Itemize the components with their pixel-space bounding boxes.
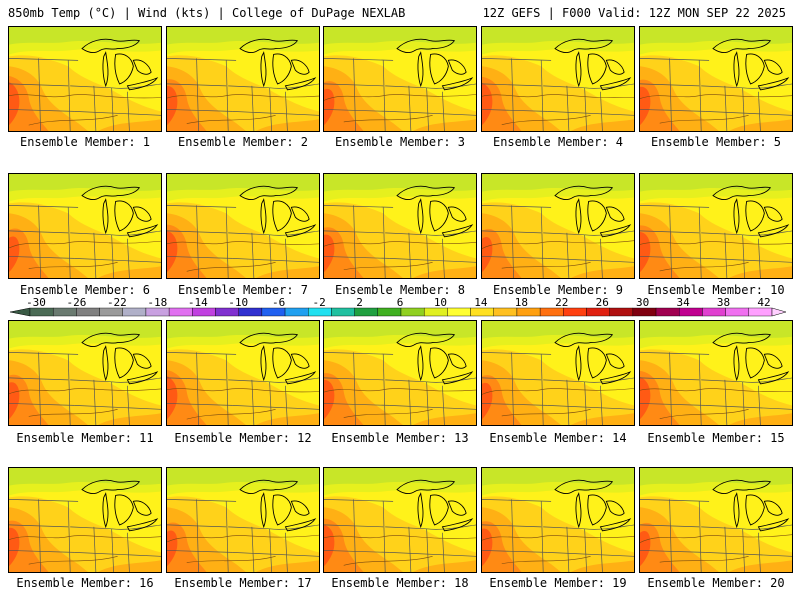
colorbar-tick-label: 22 <box>555 296 569 309</box>
colorbar-swatch <box>470 307 494 317</box>
colorbar-swatch <box>308 307 332 317</box>
member-caption-2: Ensemble Member: 2 <box>177 135 309 149</box>
member-caption-6: Ensemble Member: 6 <box>19 283 151 297</box>
colorbar-tick-label: -6 <box>272 296 286 309</box>
colorbar-swatch <box>609 307 634 317</box>
member-map-16 <box>8 467 162 573</box>
member-caption-12: Ensemble Member: 12 <box>174 431 312 445</box>
member-caption-9: Ensemble Member: 9 <box>492 283 624 297</box>
member-caption-16: Ensemble Member: 16 <box>16 576 154 590</box>
colorbar-swatch <box>586 307 610 317</box>
colorbar-swatch <box>377 307 402 317</box>
colorbar-tick-label: 26 <box>595 296 609 309</box>
colorbar-swatch <box>29 307 54 317</box>
member-map-15 <box>639 320 793 426</box>
member-caption-7: Ensemble Member: 7 <box>177 283 309 297</box>
colorbar-swatch <box>563 307 587 317</box>
member-caption-13: Ensemble Member: 13 <box>331 431 469 445</box>
member-caption-18: Ensemble Member: 18 <box>331 576 469 590</box>
colorbar-tick-label: -10 <box>228 296 249 309</box>
colorbar-swatch <box>539 307 564 317</box>
colorbar-svg <box>9 307 787 317</box>
colorbar-swatch <box>725 307 750 317</box>
colorbar-swatch <box>702 307 726 317</box>
colorbar-swatch <box>516 307 541 317</box>
colorbar-swatch <box>261 307 286 317</box>
member-map-3 <box>323 26 477 132</box>
colorbar-tick-label: 34 <box>676 296 690 309</box>
member-caption-19: Ensemble Member: 19 <box>489 576 627 590</box>
colorbar-tick-label: 42 <box>757 296 771 309</box>
member-map-13 <box>323 320 477 426</box>
colorbar-tick-label: 14 <box>474 296 488 309</box>
member-caption-15: Ensemble Member: 15 <box>647 431 785 445</box>
member-map-7 <box>166 173 320 279</box>
colorbar-tick-label: -30 <box>26 296 46 309</box>
member-map-18 <box>323 467 477 573</box>
member-map-14 <box>481 320 635 426</box>
member-map-5 <box>639 26 793 132</box>
member-caption-3: Ensemble Member: 3 <box>334 135 466 149</box>
member-caption-10: Ensemble Member: 10 <box>647 283 785 297</box>
member-map-1 <box>8 26 162 132</box>
colorbar-right-arrow <box>771 307 787 317</box>
colorbar-swatch <box>52 307 77 317</box>
colorbar-tick-label: 10 <box>433 296 448 309</box>
member-caption-20: Ensemble Member: 20 <box>647 576 785 590</box>
member-caption-8: Ensemble Member: 8 <box>334 283 466 297</box>
colorbar-tick-label: 2 <box>356 296 363 309</box>
member-caption-14: Ensemble Member: 14 <box>489 431 627 445</box>
colorbar-tick-label: -26 <box>66 296 87 309</box>
member-caption-11: Ensemble Member: 11 <box>16 431 154 445</box>
colorbar-swatch <box>679 307 703 317</box>
colorbar-swatch <box>99 307 123 317</box>
colorbar-swatch <box>215 307 239 317</box>
member-map-4 <box>481 26 635 132</box>
colorbar-swatch <box>192 307 216 317</box>
colorbar-tick-label: -18 <box>147 296 168 309</box>
colorbar-swatch <box>145 307 170 317</box>
header-left: 850mb Temp (°C) | Wind (kts) | College o… <box>8 6 406 20</box>
temperature-colorbar: -30 -26 -22 -18 -14 -10 -6 -2 2 6 10 14 18 22 26 30 34 38… <box>8 296 788 318</box>
colorbar-left-arrow <box>9 307 31 317</box>
colorbar-swatch <box>331 307 355 317</box>
member-map-19 <box>481 467 635 573</box>
colorbar-swatch <box>76 307 100 317</box>
colorbar-swatch <box>168 307 193 317</box>
member-caption-4: Ensemble Member: 4 <box>492 135 624 149</box>
colorbar-swatch <box>748 307 773 317</box>
colorbar-swatch <box>122 307 147 317</box>
colorbar-tick-label: 6 <box>396 296 404 309</box>
colorbar-tick-label: -22 <box>106 296 127 309</box>
colorbar-tick-label: 30 <box>636 296 650 309</box>
colorbar-swatch <box>447 307 471 317</box>
member-map-17 <box>166 467 320 573</box>
colorbar-swatch <box>354 307 379 317</box>
colorbar-tick-label: -14 <box>187 296 208 309</box>
member-caption-17: Ensemble Member: 17 <box>174 576 312 590</box>
colorbar-swatch <box>655 307 680 317</box>
colorbar-swatch <box>632 307 657 317</box>
colorbar-tick-label: 38 <box>716 296 731 309</box>
member-map-10 <box>639 173 793 279</box>
colorbar-tick-label: 18 <box>514 296 528 309</box>
colorbar-swatch <box>238 307 263 317</box>
member-map-2 <box>166 26 320 132</box>
colorbar-swatch <box>400 307 425 317</box>
header-right: 12Z GEFS | F000 Valid: 12Z MON SEP 22 20… <box>482 6 786 20</box>
colorbar-tick-label: -2 <box>312 296 326 309</box>
member-map-6 <box>8 173 162 279</box>
member-map-8 <box>323 173 477 279</box>
member-caption-5: Ensemble Member: 5 <box>650 135 782 149</box>
colorbar-swatch <box>284 307 309 317</box>
colorbar-swatch <box>423 307 448 317</box>
member-map-9 <box>481 173 635 279</box>
member-map-20 <box>639 467 793 573</box>
member-map-11 <box>8 320 162 426</box>
member-map-12 <box>166 320 320 426</box>
member-caption-1: Ensemble Member: 1 <box>19 135 151 149</box>
colorbar-swatch <box>493 307 518 317</box>
